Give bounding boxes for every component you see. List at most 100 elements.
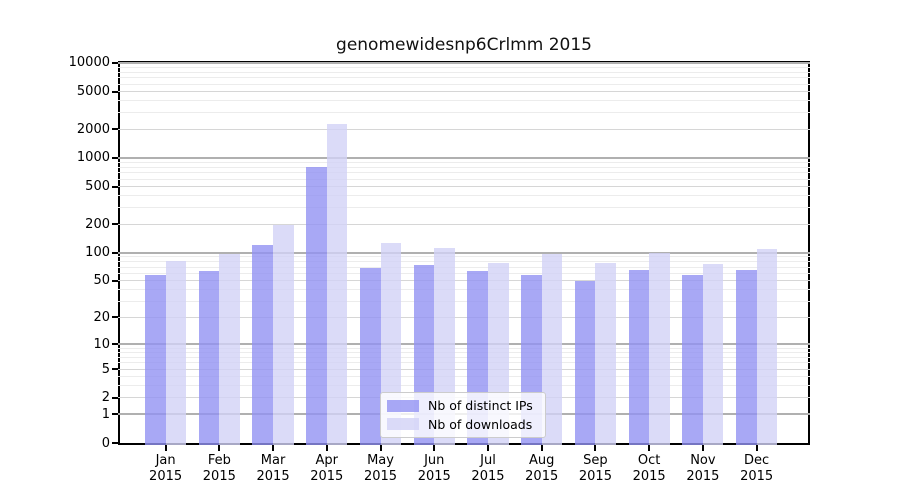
x-tick-label: Dec 2015 <box>740 453 774 484</box>
gridline <box>118 100 810 102</box>
gridline <box>118 316 810 318</box>
bar-downloads <box>273 225 294 445</box>
bar-distinct-ips <box>359 267 381 445</box>
bar-distinct-ips <box>574 280 596 445</box>
y-tick-label: 1 <box>101 406 110 422</box>
gridline <box>118 172 810 174</box>
y-tick-label: 200 <box>85 216 110 232</box>
y-tick-mark <box>112 251 118 254</box>
y-tick-mark <box>112 156 118 159</box>
gridline <box>118 156 810 159</box>
y-tick-mark <box>112 396 118 399</box>
y-tick-label: 2 <box>101 390 110 406</box>
gridline <box>118 356 810 358</box>
x-tick-mark <box>433 445 436 451</box>
legend-item-downloads: Nb of downloads <box>387 417 539 432</box>
x-tick-label: Feb 2015 <box>202 453 236 484</box>
bar-distinct-ips <box>306 167 327 445</box>
gridline <box>118 207 810 209</box>
gridline <box>118 347 810 349</box>
bar-downloads <box>595 262 617 445</box>
plot-area <box>118 61 810 445</box>
x-tick-label: Jan 2015 <box>149 453 183 484</box>
x-tick-label: Jun 2015 <box>417 453 451 484</box>
legend-item-distinct-ips: Nb of distinct IPs <box>387 398 539 413</box>
x-tick-mark <box>325 445 328 451</box>
gridline <box>118 362 810 364</box>
gridline <box>118 66 810 68</box>
y-tick-label: 100 <box>85 245 110 261</box>
x-tick-label: Sep 2015 <box>578 453 612 484</box>
gridline <box>118 91 810 93</box>
gridline <box>118 61 810 64</box>
y-tick-label: 1000 <box>76 150 110 166</box>
y-tick-mark <box>112 128 118 131</box>
y-tick-mark <box>112 368 118 371</box>
bar-distinct-ips <box>682 274 703 445</box>
gridline <box>118 280 810 282</box>
x-tick-mark <box>486 445 489 451</box>
bar-distinct-ips <box>628 269 650 445</box>
x-tick-mark <box>164 445 167 451</box>
x-tick-label: Apr 2015 <box>310 453 344 484</box>
bar-distinct-ips <box>145 275 166 445</box>
x-tick-mark <box>540 445 543 451</box>
gridline <box>118 186 810 187</box>
chart-title: genomewidesnp6Crlmm 2015 <box>336 35 592 55</box>
gridline <box>118 112 810 114</box>
x-tick-label: Mar 2015 <box>256 453 290 484</box>
x-tick-label: Aug 2015 <box>525 453 559 484</box>
x-tick-mark <box>701 445 704 451</box>
y-tick-mark <box>112 316 118 319</box>
bar-downloads <box>702 263 724 445</box>
plot-inner <box>118 61 810 445</box>
gridline <box>118 289 810 291</box>
y-tick-label: 50 <box>93 273 110 289</box>
x-tick-mark <box>379 445 382 451</box>
x-tick-mark <box>272 445 275 451</box>
y-tick-label: 10000 <box>68 55 110 71</box>
bar-downloads <box>165 260 187 445</box>
gridline <box>118 128 810 130</box>
gridline <box>118 251 810 254</box>
x-tick-label: Jul 2015 <box>471 453 505 484</box>
gridline <box>118 71 810 73</box>
y-tick-label: 20 <box>93 309 110 325</box>
y-tick-mark <box>112 90 118 93</box>
legend-swatch-downloads <box>387 418 419 431</box>
y-tick-label: 500 <box>85 179 110 194</box>
gridline <box>118 223 810 225</box>
x-tick-label: Oct 2015 <box>632 453 666 484</box>
gridline <box>118 351 810 353</box>
y-tick-mark <box>112 223 118 226</box>
legend-label-distinct-ips: Nb of distinct IPs <box>428 398 533 414</box>
y-tick-mark <box>112 413 118 416</box>
gridline <box>118 368 810 370</box>
bar-downloads <box>649 252 670 445</box>
gridline <box>118 256 810 258</box>
bar-distinct-ips <box>736 269 757 445</box>
y-tick-mark <box>112 343 118 346</box>
gridline <box>118 195 810 197</box>
x-tick-mark <box>218 445 221 451</box>
gridline <box>118 261 810 263</box>
y-tick-mark <box>112 442 118 444</box>
gridline <box>118 272 810 274</box>
y-tick-label: 2000 <box>76 121 110 137</box>
x-tick-mark <box>594 445 597 451</box>
gridline <box>118 343 810 346</box>
y-tick-label: 5000 <box>76 84 110 100</box>
bar-distinct-ips <box>198 270 220 445</box>
y-tick-mark <box>112 279 118 282</box>
x-tick-mark <box>755 445 758 451</box>
x-tick-label: Nov 2015 <box>686 453 720 484</box>
gridline <box>118 385 810 387</box>
gridline <box>118 161 810 163</box>
y-tick-mark <box>112 185 118 188</box>
y-tick-mark <box>112 61 118 64</box>
bar-downloads <box>541 253 563 445</box>
legend-swatch-distinct-ips <box>387 399 419 412</box>
bar-downloads <box>326 123 348 445</box>
x-tick-label: May 2015 <box>363 453 398 484</box>
gridline <box>118 178 810 180</box>
